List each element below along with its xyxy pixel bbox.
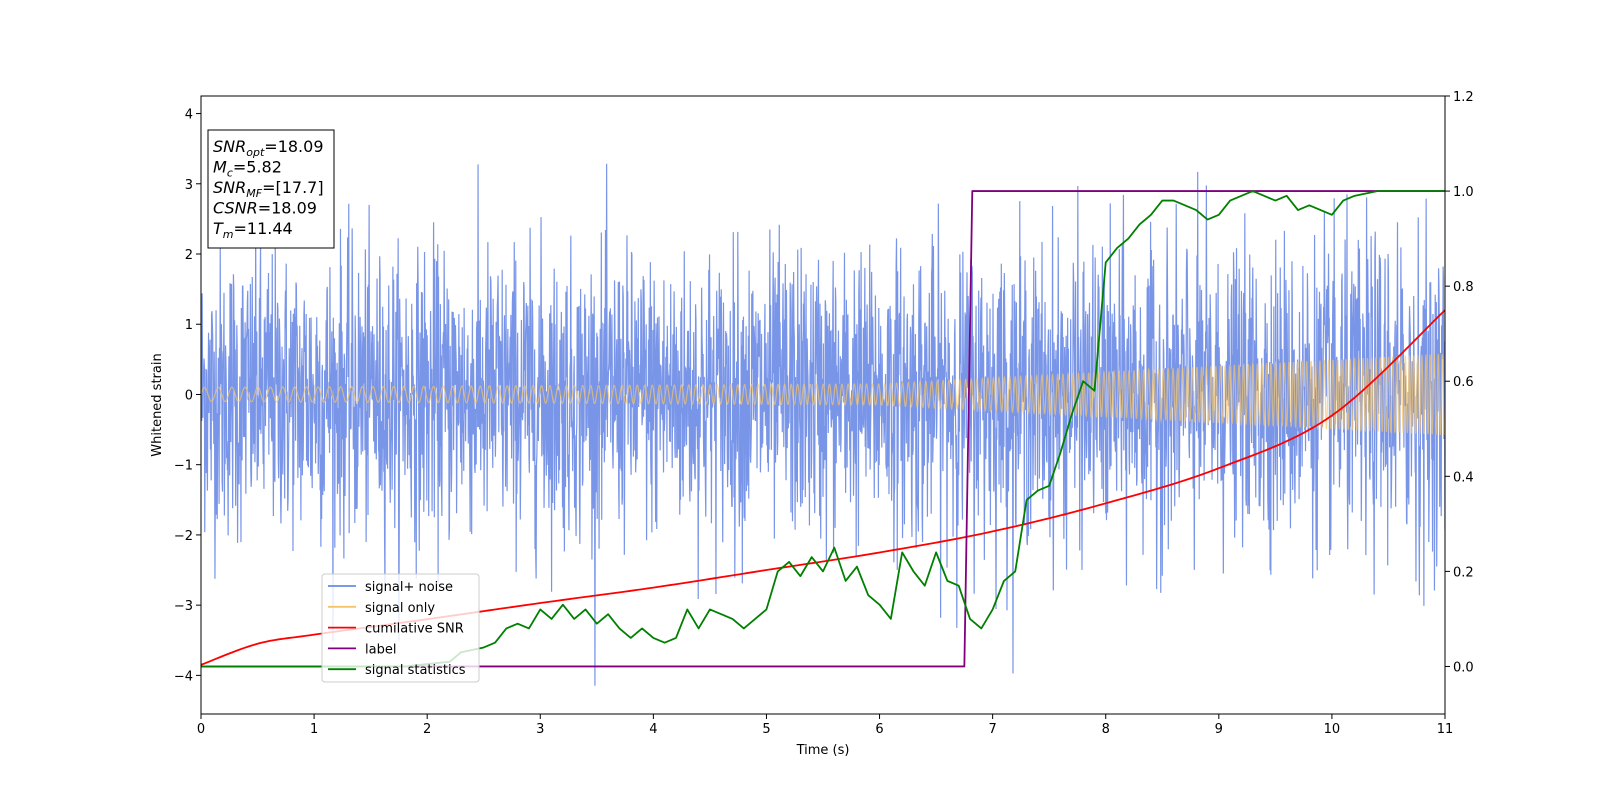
annotation-line: SNRopt=18.09 bbox=[213, 137, 324, 159]
y-tick-label: 0 bbox=[185, 388, 193, 403]
legend-entry: signal statistics bbox=[365, 663, 466, 678]
x-tick-label: 10 bbox=[1324, 722, 1341, 737]
x-tick-label: 6 bbox=[875, 722, 883, 737]
y2-tick-label: 0.6 bbox=[1453, 375, 1474, 390]
series-label bbox=[201, 190, 1445, 668]
annotation-line: Mc=5.82 bbox=[213, 158, 282, 180]
y2-tick-label: 1.2 bbox=[1453, 90, 1474, 105]
x-tick-label: 8 bbox=[1102, 722, 1110, 737]
annotation-box: SNRopt=18.09Mc=5.82SNRMF=[17.7]CSNR=18.0… bbox=[207, 129, 335, 249]
legend-frame bbox=[321, 573, 480, 683]
x-tick-label: 5 bbox=[762, 722, 770, 737]
y-tick-label: −4 bbox=[174, 669, 193, 684]
legend-entry: signal+ noise bbox=[365, 580, 453, 595]
annotation-frame bbox=[207, 129, 335, 249]
y-tick-label: 3 bbox=[185, 178, 193, 193]
x-tick-label: 4 bbox=[649, 722, 657, 737]
y2-tick-label: 0.4 bbox=[1453, 470, 1474, 485]
legend-entry: signal only bbox=[365, 601, 435, 616]
x-tick-label: 7 bbox=[988, 722, 996, 737]
legend-entry: label bbox=[365, 642, 396, 657]
y-tick-label: 2 bbox=[185, 248, 193, 263]
y-tick-label: −3 bbox=[174, 599, 193, 614]
x-tick-label: 0 bbox=[197, 722, 205, 737]
legend: signal+ noise signal only cumilative SNR la… bbox=[321, 573, 480, 683]
x-tick-label: 1 bbox=[310, 722, 318, 737]
plot-frame bbox=[200, 95, 1446, 715]
y-tick-label: 4 bbox=[185, 108, 193, 123]
y-tick-label: −1 bbox=[174, 459, 193, 474]
series-signal-statistics bbox=[201, 190, 1445, 668]
y-tick-label: 1 bbox=[185, 318, 193, 333]
annotation-line: Tm=11.44 bbox=[213, 219, 293, 241]
plot-layer bbox=[201, 163, 1445, 686]
y2-tick-label: 1.0 bbox=[1453, 185, 1474, 200]
annotation-line: CSNR=18.09 bbox=[213, 199, 317, 218]
x-axis-title: Time (s) bbox=[796, 743, 850, 758]
y2-tick-label: 0.8 bbox=[1453, 280, 1474, 295]
x-tick-label: 2 bbox=[423, 722, 431, 737]
x-tick-label: 9 bbox=[1215, 722, 1223, 737]
y2-tick-label: 0.0 bbox=[1453, 660, 1474, 675]
y-tick-label: −2 bbox=[174, 529, 193, 544]
y-axis-title: Whitened strain bbox=[150, 353, 165, 456]
x-tick-label: 11 bbox=[1437, 722, 1454, 737]
series-cumulative-snr bbox=[201, 309, 1445, 666]
y2-tick-label: 0.2 bbox=[1453, 565, 1474, 580]
axes-layer: 0 1 2 3 4 5 6 7 8 9 10 1143210−1−2−3−41.21.00.80.60… bbox=[174, 90, 1474, 737]
series-signal-only bbox=[201, 353, 1445, 437]
annotation-line: SNRMF=[17.7] bbox=[213, 178, 324, 200]
x-tick-label: 3 bbox=[536, 722, 544, 737]
legend-entry: cumilative SNR bbox=[365, 622, 464, 637]
